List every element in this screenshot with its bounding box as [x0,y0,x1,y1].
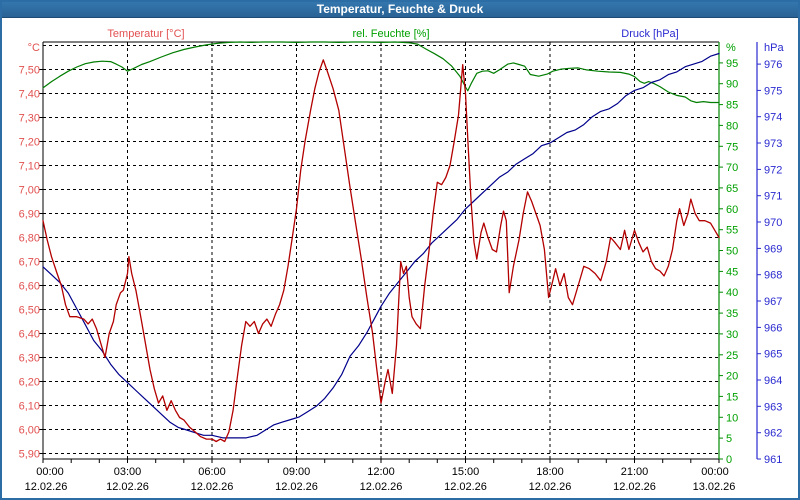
pressure-tick-label: 973 [764,138,782,150]
humidity-tick-label: 40 [726,287,738,299]
humidity-tick-label: 15 [726,391,738,403]
humidity-tick-label: 25 [726,350,738,362]
temp-series-line [42,59,720,443]
humidity-tick-label: 20 [726,371,738,383]
temp-tick-label: 7,20 [19,137,40,149]
time-tick-label: 00:00 [36,466,64,478]
time-tick-label: 15:00 [452,466,480,478]
pressure-tick-label: 961 [764,454,782,466]
humidity-tick-label: 5 [726,433,732,445]
pressure-tick-label: 971 [764,191,782,203]
humidity-tick-label: 10 [726,412,738,424]
date-tick-label: 12.02.26 [529,481,572,493]
pressure-tick-label: 962 [764,428,782,440]
date-tick-label: 12.02.26 [106,481,149,493]
pressure-tick-label: 963 [764,401,782,413]
pressure-tick-label: 970 [764,217,782,229]
pressure-tick-label: 968 [764,270,782,282]
pressure-tick-label: 972 [764,164,782,176]
window-title-bar: Temperatur, Feuchte & Druck [0,0,800,18]
temp-tick-label: 7,00 [19,185,40,197]
humidity-tick-label: 50 [726,246,738,258]
series-title: Temperatur [°C] [107,28,184,40]
humidity-tick-label: 35 [726,308,738,320]
humidity-tick-label: 85 [726,100,738,112]
date-tick-label: 12.02.26 [360,481,403,493]
temp-tick-label: 6,40 [19,329,40,341]
temp-tick-label: 6,00 [19,425,40,437]
humidity-tick-label: 55 [726,225,738,237]
press-series-line [42,52,720,439]
pressure-tick-label: 964 [764,375,782,387]
time-tick-label: 06:00 [198,466,226,478]
date-tick-label: 13.02.26 [693,481,736,493]
series-lines [42,41,720,443]
pressure-tick-label: 976 [764,59,782,71]
humidity-tick-label: 60 [726,204,738,216]
hum-series-line [42,41,720,104]
temp-tick-label: 7,40 [19,89,40,101]
temp-tick-label: 7,30 [19,113,40,125]
pressure-tick-label: 969 [764,243,782,255]
temp-tick-label: 7,10 [19,161,40,173]
humidity-tick-label: 0 [726,454,732,466]
pressure-tick-label: 965 [764,349,782,361]
temp-tick-label: 6,60 [19,281,40,293]
humidity-tick-label: 45 [726,266,738,278]
date-tick-label: 12.02.26 [25,481,68,493]
chart-canvas: 7,50 7,40 7,30 7,20 7,10 7,00 6,90 6,80 6,70 6,60… [19,28,785,493]
temp-axis-unit: °C [28,42,40,54]
humidity-tick-label: 30 [726,329,738,341]
temp-tick-label: 7,50 [19,65,40,77]
pressure-axis-unit: hPa [764,42,784,54]
humidity-tick-label: 70 [726,162,738,174]
temp-tick-label: 6,20 [19,377,40,389]
temp-tick-label: 6,50 [19,305,40,317]
pressure-tick-label: 966 [764,322,782,334]
humidity-tick-label: 95 [726,58,738,70]
temp-tick-label: 6,90 [19,209,40,221]
window-title: Temperatur, Feuchte & Druck [316,2,484,16]
humidity-tick-label: 75 [726,141,738,153]
pressure-tick-label: 975 [764,85,782,97]
series-title: rel. Feuchte [%] [352,28,429,40]
date-tick-label: 12.02.26 [275,481,318,493]
humidity-axis-unit: % [726,42,736,54]
time-tick-label: 18:00 [536,466,564,478]
humidity-tick-label: 90 [726,79,738,91]
time-tick-label: 09:00 [283,466,311,478]
humidity-tick-label: 65 [726,183,738,195]
humidity-tick-label: 80 [726,120,738,132]
gridlines [43,42,719,459]
date-tick-label: 12.02.26 [613,481,656,493]
time-tick-label: 12:00 [367,466,395,478]
date-tick-label: 12.02.26 [191,481,234,493]
pressure-tick-label: 967 [764,296,782,308]
date-tick-label: 12.02.26 [444,481,487,493]
temp-tick-label: 6,30 [19,353,40,365]
axes [39,41,761,463]
time-tick-label: 00:00 [701,466,729,478]
series-title: Druck [hPa] [621,28,678,40]
temp-tick-label: 5,90 [19,449,40,461]
pressure-tick-label: 974 [764,112,782,124]
time-tick-label: 03:00 [114,466,142,478]
temp-tick-label: 6,80 [19,233,40,245]
time-tick-label: 21:00 [621,466,649,478]
temp-tick-label: 6,10 [19,401,40,413]
temp-tick-label: 6,70 [19,257,40,269]
axis-labels: 7,50 7,40 7,30 7,20 7,10 7,00 6,90 6,80 6,70 6,60… [19,28,785,493]
